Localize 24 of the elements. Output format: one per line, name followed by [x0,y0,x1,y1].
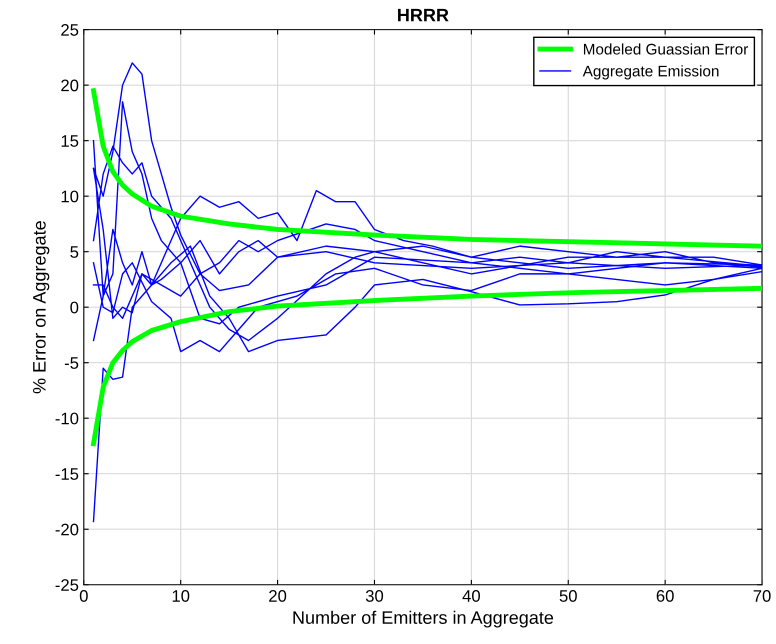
x-tick-label: 40 [462,590,480,602]
y-tick-label: -10 [56,412,78,424]
y-tick-label: 25 [61,24,78,36]
y-tick-label: -20 [56,524,78,536]
x-tick-label: 0 [80,590,88,602]
chart-title: HRRR [398,8,449,22]
x-tick-label: 60 [656,590,674,602]
y-tick-label: 0 [70,302,78,314]
x-tick-label: 10 [172,590,190,602]
y-tick-label: -5 [64,357,78,369]
x-axis-title: Number of Emitters in Aggregate [293,610,554,628]
legend-label: Modeled Guassian Error [584,43,748,55]
y-tick-label: 5 [70,246,78,258]
y-tick-label: 20 [61,80,78,92]
x-tick-label: 70 [754,590,771,602]
x-tick-label: 20 [269,590,286,602]
y-tick-label: -25 [56,579,78,591]
legend-label: Aggregate Emission [582,65,718,80]
y-tick-label: 15 [62,135,78,147]
y-tick-label: -15 [56,468,78,480]
y-axis-title: % Error on Aggregate [33,221,50,394]
y-tick-label: 10 [62,190,78,202]
x-tick-label: 50 [560,590,577,602]
x-tick-label: 30 [366,590,384,602]
